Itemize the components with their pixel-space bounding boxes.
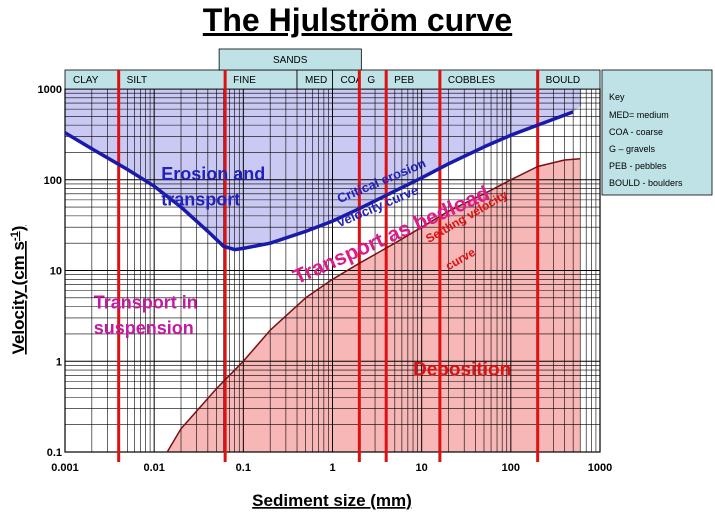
size-class-label: PEB: [394, 75, 414, 86]
settling-velocity-curve: [166, 158, 581, 453]
y-axis-label-main: Velocity (cm s: [9, 241, 28, 354]
size-class-label: MED: [305, 75, 327, 86]
grid-lines: [64, 88, 601, 453]
x-tick-label: 10: [416, 462, 428, 474]
x-axis-label: Sediment size (mm): [252, 491, 412, 510]
size-class-label: G: [367, 75, 375, 86]
y-axis-label-sup: -1: [9, 231, 21, 241]
x-tick-label: 0.001: [51, 462, 79, 474]
y-axis-label-close: ): [9, 226, 28, 232]
y-tick-label: 10: [50, 266, 62, 278]
key-item: COA - coarse: [609, 127, 663, 137]
annotation-label: Deposition: [413, 359, 511, 380]
key-item: MED= medium: [609, 110, 669, 120]
size-class-label: BOULD: [546, 75, 580, 86]
annotation-label: Transport in: [94, 293, 198, 313]
x-tick-label: 100: [502, 462, 520, 474]
size-class-label: CLAY: [73, 75, 99, 86]
key-item: BOULD - boulders: [609, 178, 683, 188]
key-item: G – gravels: [609, 144, 656, 154]
key-title: Key: [609, 92, 625, 102]
x-tick-label: 1000: [588, 462, 612, 474]
size-class-label: COA: [341, 75, 363, 86]
y-tick-label: 1: [56, 356, 62, 368]
annotation-label: suspension: [94, 318, 194, 338]
y-tick-label: 0.1: [47, 447, 62, 459]
key-box: [601, 69, 713, 196]
annotation-label: Erosion and: [161, 164, 265, 184]
x-tick-label: 0.01: [143, 462, 164, 474]
size-group-label: SANDS: [273, 55, 308, 66]
y-axis-label: Velocity (cm s-1): [9, 226, 28, 355]
key-item: PEB - pebbles: [609, 161, 667, 171]
critical-erosion-curve: [64, 110, 574, 252]
erosion-region: [65, 89, 582, 250]
x-tick-label: 0.1: [236, 462, 251, 474]
page-title: The Hjulström curve: [202, 2, 513, 38]
y-tick-label: 1000: [38, 84, 62, 96]
size-class-label: COBBLES: [448, 75, 496, 86]
annotation-label: transport: [161, 190, 240, 210]
x-tick-label: 1: [329, 462, 335, 474]
size-class-label: SILT: [127, 75, 147, 86]
size-group-cell: [218, 48, 362, 71]
size-class-label: FINE: [233, 75, 256, 86]
y-tick-label: 100: [44, 175, 62, 187]
